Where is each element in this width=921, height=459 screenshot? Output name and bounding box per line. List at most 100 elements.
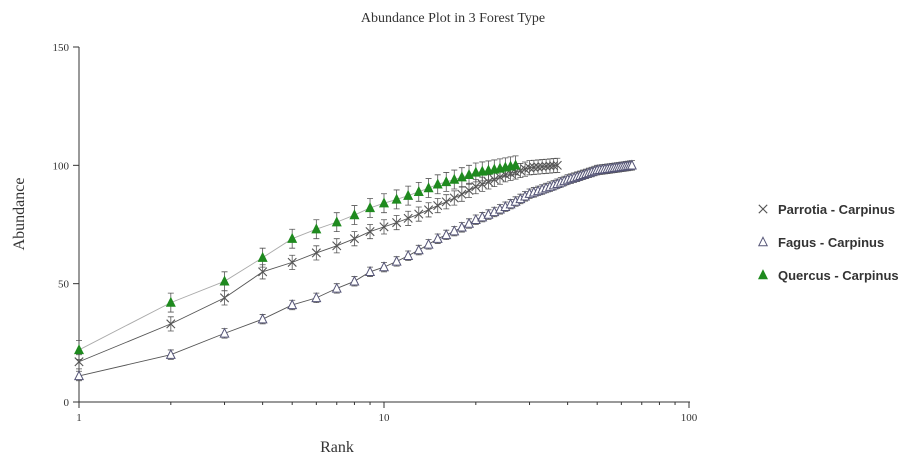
data-point bbox=[403, 213, 413, 223]
data-point bbox=[464, 217, 475, 228]
y-tick-label: 150 bbox=[53, 42, 70, 54]
data-point bbox=[257, 251, 268, 262]
data-point bbox=[403, 189, 414, 200]
data-point bbox=[423, 182, 434, 193]
data-point bbox=[457, 189, 467, 199]
data-point bbox=[365, 227, 375, 237]
data-point bbox=[545, 161, 555, 171]
data-point bbox=[349, 209, 360, 220]
data-point bbox=[378, 261, 390, 272]
legend-label: Quercus - Carpinus bbox=[778, 268, 899, 283]
legend-item: Parrotia - Carpinus bbox=[758, 202, 895, 217]
data-point bbox=[349, 234, 360, 244]
data-point bbox=[533, 162, 543, 172]
series-line bbox=[78, 164, 633, 377]
data-point bbox=[477, 211, 488, 222]
data-point bbox=[441, 176, 452, 187]
legend-marker bbox=[757, 236, 769, 247]
data-point bbox=[483, 177, 494, 187]
data-point bbox=[470, 166, 481, 177]
data-point bbox=[456, 171, 467, 182]
data-point bbox=[219, 327, 230, 338]
series-0 bbox=[74, 157, 562, 370]
axis-ticks: 0 50 100 150 1 10 100 bbox=[53, 42, 698, 424]
series-line bbox=[78, 164, 558, 363]
legend-label: Parrotia - Carpinus bbox=[778, 202, 895, 217]
legend-marker bbox=[757, 269, 769, 280]
series-line bbox=[78, 164, 516, 351]
legend-item: Fagus - Carpinus bbox=[757, 235, 884, 250]
data-point bbox=[287, 299, 298, 310]
data-point bbox=[391, 255, 402, 266]
data-point bbox=[471, 182, 481, 192]
data-point bbox=[257, 313, 268, 324]
data-point bbox=[552, 160, 562, 170]
plot-area bbox=[73, 155, 637, 382]
data-point bbox=[529, 162, 539, 172]
data-point bbox=[311, 248, 321, 258]
y-axis-label: Abundance bbox=[11, 178, 28, 251]
legend-label: Fagus - Carpinus bbox=[778, 235, 884, 250]
legend-marker bbox=[758, 204, 768, 214]
data-point bbox=[432, 178, 443, 189]
data-point bbox=[378, 197, 390, 208]
data-point bbox=[392, 218, 402, 228]
y-tick-label: 0 bbox=[64, 397, 70, 409]
series-2 bbox=[73, 155, 521, 360]
data-point bbox=[510, 159, 521, 170]
data-point bbox=[331, 216, 342, 227]
data-point bbox=[379, 222, 389, 232]
x-tick-label: 10 bbox=[379, 412, 391, 424]
data-point bbox=[73, 344, 85, 355]
x-axis-label: Rank bbox=[320, 439, 354, 456]
data-point bbox=[74, 357, 84, 367]
data-point bbox=[219, 275, 230, 286]
data-point bbox=[524, 163, 535, 173]
data-point bbox=[332, 241, 342, 251]
data-point bbox=[432, 232, 443, 243]
data-point bbox=[626, 159, 637, 170]
y-tick-label: 50 bbox=[58, 279, 70, 291]
data-point bbox=[537, 162, 547, 172]
data-point bbox=[73, 370, 85, 381]
data-point bbox=[391, 193, 402, 204]
data-point bbox=[464, 185, 474, 196]
data-point bbox=[365, 266, 376, 277]
data-point bbox=[165, 348, 176, 359]
data-point bbox=[331, 282, 342, 293]
data-point bbox=[349, 275, 360, 286]
data-point bbox=[414, 209, 424, 219]
x-tick-label: 100 bbox=[681, 412, 698, 424]
data-point bbox=[449, 173, 460, 184]
data-point bbox=[541, 161, 551, 171]
data-point bbox=[456, 221, 467, 232]
data-point bbox=[287, 232, 298, 243]
data-point bbox=[165, 296, 176, 307]
data-point bbox=[549, 161, 559, 171]
legend-item: Quercus - Carpinus bbox=[757, 268, 899, 283]
data-point bbox=[219, 293, 230, 303]
data-point bbox=[449, 225, 460, 236]
data-point bbox=[477, 179, 487, 189]
series-1 bbox=[73, 159, 637, 382]
data-point bbox=[470, 213, 481, 224]
data-point bbox=[441, 197, 451, 207]
data-point bbox=[258, 267, 268, 277]
data-point bbox=[449, 193, 459, 203]
chart-title: Abundance Plot in 3 Forest Type bbox=[361, 11, 545, 26]
data-point bbox=[287, 257, 297, 267]
legend: Parrotia - Carpinus Fagus - Carpinus Querc… bbox=[757, 202, 899, 283]
data-point bbox=[489, 174, 499, 185]
data-point bbox=[441, 229, 452, 240]
data-point bbox=[423, 238, 434, 249]
data-point bbox=[423, 205, 434, 215]
data-point bbox=[403, 249, 414, 260]
x-tick-label: 1 bbox=[76, 412, 82, 424]
y-tick-label: 100 bbox=[53, 160, 70, 172]
data-point bbox=[413, 244, 424, 255]
data-point bbox=[413, 186, 424, 197]
data-point bbox=[464, 168, 475, 179]
data-point bbox=[311, 223, 322, 234]
data-point bbox=[433, 200, 443, 211]
